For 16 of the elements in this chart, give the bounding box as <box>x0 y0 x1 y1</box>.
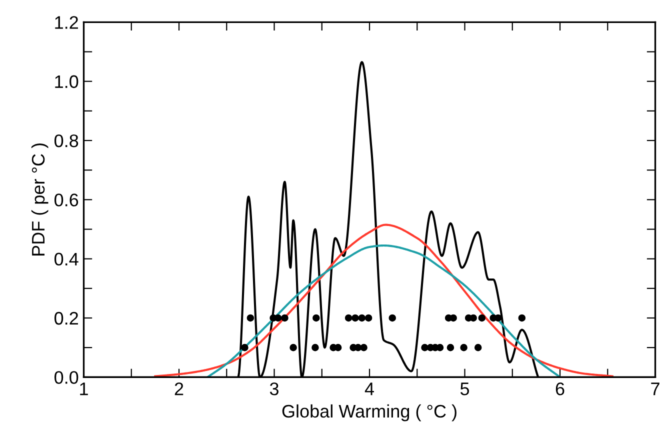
x-tick-label: 2 <box>174 382 184 396</box>
y-tick-label: 1.2 <box>55 16 78 29</box>
x-tick-label: 6 <box>556 382 564 396</box>
y-tick-label: 0.8 <box>54 134 78 148</box>
y-tick-label: 1.0 <box>55 75 78 88</box>
x-tick-label: 7 <box>651 382 660 396</box>
x-tick-label: 3 <box>270 382 278 396</box>
y-tick-label: 0.4 <box>54 252 78 266</box>
x-tick-label: 5 <box>460 382 470 396</box>
x-tick-label: 4 <box>364 382 374 396</box>
x-tick-label: 1 <box>80 382 88 396</box>
y-tick-label: 0.0 <box>54 371 78 384</box>
x-axis-title: Global Warming ( °C ) <box>282 404 456 422</box>
y-axis-title: PDF ( per °C ) <box>31 144 48 256</box>
y-tick-label: 0.6 <box>54 194 78 206</box>
y-tick-label: 0.2 <box>54 312 78 325</box>
